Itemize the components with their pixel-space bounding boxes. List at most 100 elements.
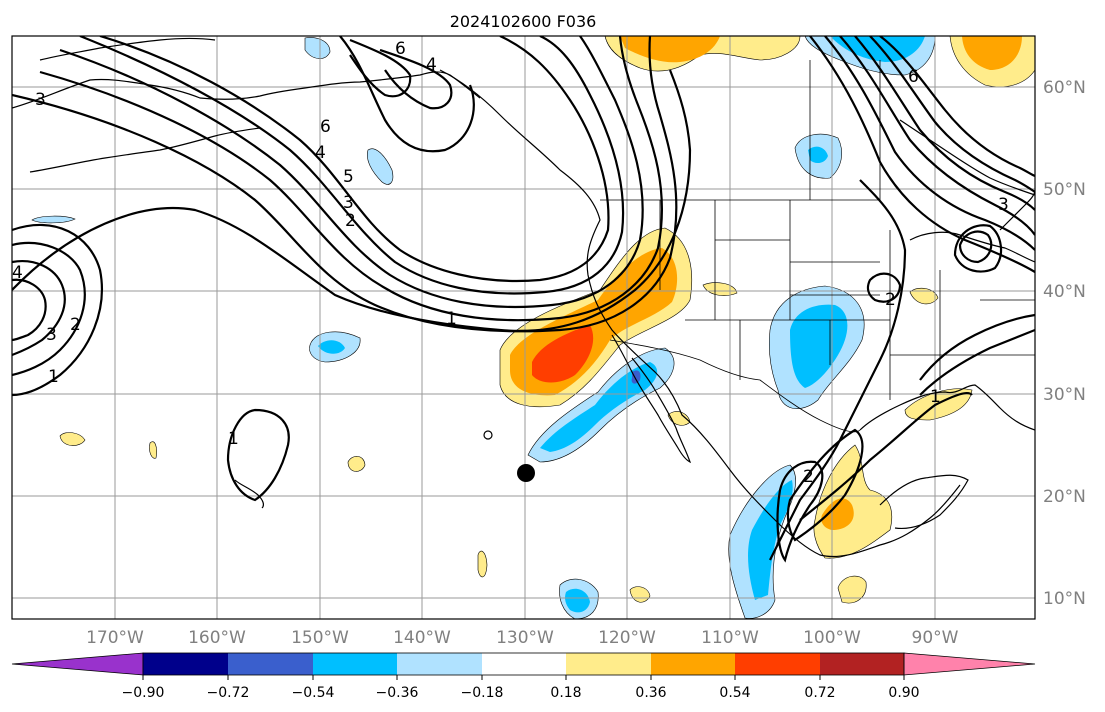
coastline-yucatan — [879, 474, 969, 530]
longitude-label: 120°W — [598, 628, 656, 648]
coastline-aleutians — [29, 127, 261, 173]
colorbar-segment — [482, 653, 566, 675]
longitude-label: 100°W — [803, 628, 861, 648]
map-title: 2024102600 F036 — [450, 12, 597, 31]
longitude-label: 150°W — [291, 628, 349, 648]
colorbar-frame — [142, 652, 905, 676]
colorbar-segment — [143, 653, 228, 675]
location-marker — [517, 464, 535, 482]
colorbar-segment — [313, 653, 397, 675]
colorbar-tick-label: −0.54 — [292, 685, 335, 701]
negative-anomaly-baja-cyan — [540, 362, 658, 452]
contour-label: 6 — [395, 39, 406, 59]
colorbar-extend-high — [903, 652, 1036, 676]
colorbar-segment — [820, 653, 904, 675]
contour-label: 1 — [48, 367, 59, 387]
contour-mexico-3 — [799, 391, 973, 521]
longitude-label: 90°W — [912, 628, 959, 648]
contour-jet-4 — [39, 36, 664, 322]
positive-anomaly-canada-east-orange — [962, 36, 1022, 70]
contour-east-3 — [869, 36, 1035, 193]
contour-label: 4 — [426, 55, 437, 75]
positive-anomaly-small-8 — [909, 287, 939, 305]
negative-anomaly-gulf-alaska — [367, 148, 394, 185]
contour-east-gulf-2 — [919, 328, 1035, 396]
latitude-label: 60°N — [1043, 78, 1086, 98]
negative-anomaly-plains-cyan — [790, 304, 848, 388]
contour-label: 4 — [12, 263, 23, 283]
contour-jet-1 — [99, 36, 610, 283]
contour-ne-low — [958, 230, 993, 264]
contour-east-gulf — [919, 313, 1035, 381]
positive-anomaly-small-3 — [347, 456, 366, 472]
contour-label: 2 — [345, 211, 356, 231]
coastlines — [12, 37, 1035, 558]
colorbar-segment — [735, 653, 820, 675]
contour-label-group: 6 4 3 6 4 5 3 2 1 4 3 2 1 1 6 3 2 2 1 — [12, 39, 1009, 487]
contour-jet-2 — [79, 36, 625, 295]
contour-jet-3 — [59, 36, 644, 309]
contour-east-6 — [879, 36, 1035, 178]
colorbar-tick-label: 0.90 — [888, 685, 919, 701]
longitude-labels: 170°W 160°W 150°W 140°W 130°W 120°W 110°… — [86, 628, 959, 648]
contour-hawaii-loop — [226, 408, 290, 502]
negative-anomaly-alaska-small — [304, 37, 331, 59]
island-guadalupe — [483, 430, 493, 440]
contour-pacific-low-4 — [12, 223, 103, 397]
latitude-label: 30°N — [1043, 385, 1086, 405]
negative-anomaly-small-2-cyan — [565, 588, 590, 613]
contour-alaska-outer — [339, 36, 475, 153]
political-borders — [600, 60, 1035, 433]
coastline-great-lakes — [909, 231, 1035, 263]
colorbar-extend-low — [11, 652, 144, 676]
negative-anomaly-baja-blue — [631, 370, 641, 384]
contour-pacific-low-3 — [12, 278, 47, 342]
contour-pacific-low-1 — [12, 241, 86, 377]
colorbar-tick-label: 0.72 — [804, 685, 835, 701]
positive-anomaly-small-1 — [59, 432, 86, 446]
colorbar-tick-label: −0.18 — [461, 685, 504, 701]
contour-label: 3 — [998, 195, 1009, 215]
contour-label: 6 — [320, 117, 331, 137]
contour-east-2 — [854, 36, 1035, 211]
graticule — [12, 36, 1035, 619]
contour-label: 2 — [803, 467, 814, 487]
contour-central-us — [769, 179, 907, 561]
positive-anomaly-small-2 — [149, 441, 157, 459]
contour-lines — [12, 36, 1035, 563]
coastline-north-america-west — [439, 69, 961, 558]
longitude-label: 130°W — [496, 628, 554, 648]
contour-label: 1 — [930, 387, 941, 407]
positive-anomaly-california-red — [532, 325, 594, 383]
colorbar-ticks — [142, 675, 905, 680]
colorbar-segment — [566, 653, 651, 675]
colorbar-segment — [397, 653, 482, 675]
longitude-label: 140°W — [393, 628, 451, 648]
latitude-label: 40°N — [1043, 282, 1086, 302]
contour-label: 3 — [35, 90, 46, 110]
latitude-label: 50°N — [1043, 180, 1086, 200]
negative-anomaly-canada-interior-cyan — [808, 146, 828, 164]
colorbar-tick-label: −0.36 — [376, 685, 419, 701]
positive-anomaly-small-4 — [477, 550, 488, 578]
island-hawaii-area — [234, 479, 264, 509]
negative-anomaly-pacific-cyan — [318, 340, 345, 354]
contour-mexico-2 — [786, 428, 864, 542]
contour-plains-small — [866, 272, 902, 303]
colorbar-tick-label: 0.18 — [550, 685, 581, 701]
contour-ne-low-2 — [953, 224, 1003, 273]
positive-anomaly-small-6 — [837, 575, 867, 604]
contour-east-4 — [824, 36, 1035, 251]
coastline-baja — [611, 334, 692, 464]
latitude-label: 20°N — [1043, 487, 1086, 507]
map-frame — [11, 35, 1036, 620]
contour-label: 3 — [343, 193, 354, 213]
contour-label: 4 — [315, 143, 326, 163]
contour-mexico-1 — [776, 460, 824, 563]
colorbar-tick-label: 0.36 — [635, 685, 666, 701]
colorbar-tick-label: −0.72 — [207, 685, 250, 701]
positive-anomaly-mexico-orange — [821, 498, 854, 530]
longitude-label: 170°W — [86, 628, 144, 648]
contour-east-5 — [809, 36, 1035, 273]
